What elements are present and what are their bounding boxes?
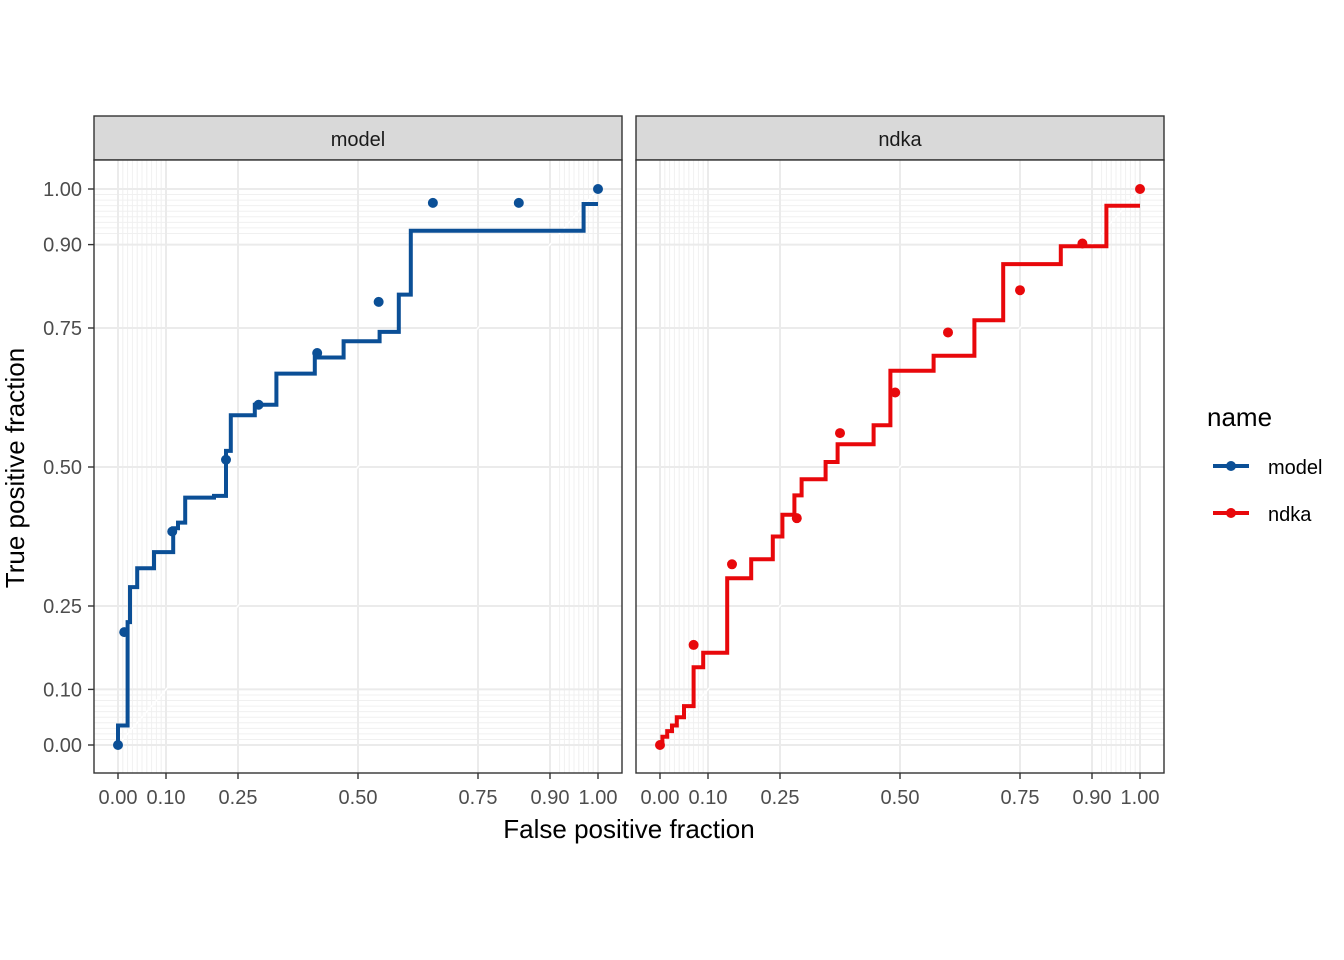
diagonal-reference-line [117, 188, 599, 746]
cutoff-point [113, 740, 123, 750]
x-tick-label: 0.25 [761, 787, 800, 809]
x-tick-label: 0.90 [531, 787, 570, 809]
x-tick-label: 0.00 [641, 787, 680, 809]
cutoff-point [119, 627, 130, 638]
strip-label: model [331, 129, 385, 151]
cutoff-point [688, 639, 699, 650]
legend-item-ndka: ndka [1213, 504, 1312, 526]
legend-key-point [1226, 508, 1236, 518]
y-tick-label: 0.50 [43, 457, 82, 479]
panel-model: model 0.00 0.10 0.25 0.50 0.75 0.90 1.00 0.00 0.1… [43, 115, 623, 809]
strip-background [93, 115, 623, 161]
y-axis-title: True positive fraction [0, 348, 30, 588]
legend: name model ndka [1207, 402, 1322, 526]
cutoff-point [167, 526, 178, 537]
legend-label: model [1268, 457, 1322, 479]
cutoff-point [427, 197, 438, 208]
cutoff-point [727, 559, 737, 570]
cutoff-point [513, 197, 524, 208]
x-tick-label: 0.10 [689, 787, 728, 809]
x-tick-label: 0.50 [881, 787, 920, 809]
legend-item-model: model [1213, 457, 1322, 479]
cutoff-point [943, 327, 953, 338]
x-axis-title: False positive fraction [503, 814, 754, 844]
x-tick-label: 0.75 [459, 787, 498, 809]
cutoff-point [1015, 285, 1025, 296]
cutoff-point [593, 184, 603, 194]
legend-title: name [1207, 402, 1272, 432]
y-tick-label: 0.90 [43, 235, 82, 257]
legend-key-point [1226, 461, 1236, 471]
y-tick-label: 0.25 [43, 596, 82, 618]
legend-label: ndka [1268, 504, 1312, 526]
strip-label: ndka [878, 129, 922, 151]
cutoff-point [253, 399, 264, 410]
roc-line-ndka [660, 203, 1140, 747]
facet-panels: model 0.00 0.10 0.25 0.50 0.75 0.90 1.00 0.00 0.1… [43, 115, 1165, 809]
x-tick-label: 1.00 [579, 787, 618, 809]
strip-background [635, 115, 1165, 161]
x-tick-label: 0.50 [339, 787, 378, 809]
cutoff-point [655, 740, 665, 750]
diagonal-reference-line [659, 188, 1141, 746]
x-tick-label: 0.10 [147, 787, 186, 809]
cutoff-point [791, 513, 802, 524]
cutoff-point [1077, 238, 1088, 249]
cutoff-point [373, 296, 384, 307]
y-tick-label: 0.10 [43, 679, 82, 701]
panel-ndka: ndka 0.00 0.10 0.25 0.50 0.75 0.90 1.00 [635, 115, 1165, 809]
cutoff-point [890, 387, 901, 398]
cutoff-point [312, 348, 323, 359]
x-tick-label: 0.90 [1073, 787, 1112, 809]
y-tick-label: 1.00 [43, 179, 82, 201]
x-tick-label: 1.00 [1121, 787, 1160, 809]
y-tick-label: 0.00 [43, 735, 82, 757]
x-tick-label: 0.75 [1001, 787, 1040, 809]
cutoff-point [835, 428, 845, 439]
y-tick-label: 0.75 [43, 318, 82, 340]
x-tick-label: 0.00 [99, 787, 138, 809]
x-tick-label: 0.25 [219, 787, 258, 809]
cutoff-point [1135, 184, 1145, 194]
roc-line-model [116, 202, 598, 745]
cutoff-point [221, 454, 231, 465]
